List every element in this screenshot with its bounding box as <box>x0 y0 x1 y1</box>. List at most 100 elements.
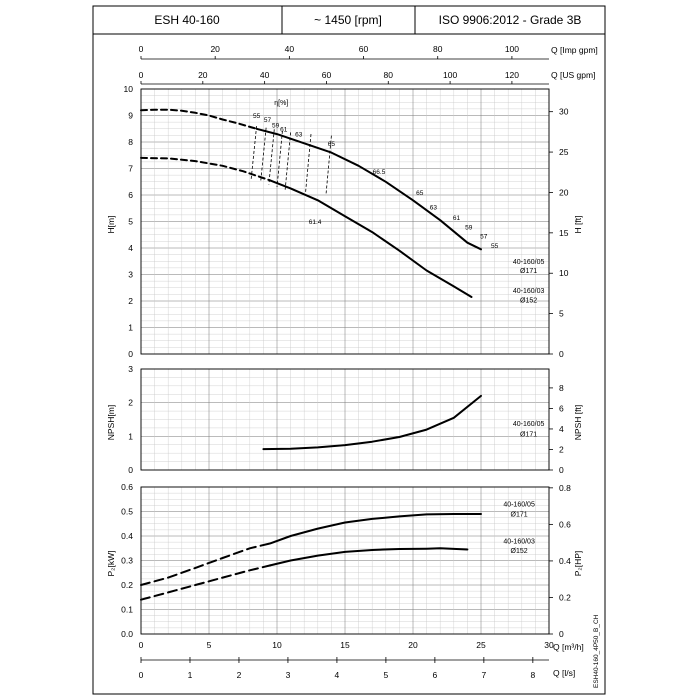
sheet-border <box>92 5 606 695</box>
ls-tick-label: 5 <box>384 670 389 680</box>
y-tick-label-left: 0.1 <box>121 605 133 615</box>
npsh-curve-label: 40-160/05 <box>513 421 545 428</box>
power-curve-1 <box>269 547 469 567</box>
efficiency-axis-label: η[%] <box>274 100 288 107</box>
y-tick-label-right: 0.6 <box>559 519 571 529</box>
head-curve-dashed-0 <box>140 108 258 130</box>
us-tick-label: 60 <box>322 70 332 80</box>
y-tick-label-left: 0 <box>128 349 133 359</box>
efficiency-iso-4 <box>284 132 291 190</box>
y-axis-label-right: NPSH [ft] <box>573 405 583 440</box>
m3h-axis-label: Q [m³/h] <box>553 642 584 652</box>
y-tick-label-right: 0 <box>559 629 564 639</box>
panel-head <box>140 88 553 355</box>
efficiency-iso-1 <box>260 127 267 182</box>
efficiency-iso-0 <box>250 126 257 180</box>
efficiency-label: 61 <box>453 215 461 222</box>
y-tick-label-left: 6 <box>128 190 133 200</box>
y-tick-label-right: 15 <box>559 228 569 238</box>
imp-tick-label: 0 <box>139 44 144 54</box>
ls-tick-label: 8 <box>530 670 535 680</box>
y-tick-label-left: 1 <box>128 323 133 333</box>
ls-tick-label: 1 <box>188 670 193 680</box>
imp-tick-label: 40 <box>285 44 295 54</box>
efficiency-label: 55 <box>491 243 499 250</box>
us-tick-label: 100 <box>443 70 457 80</box>
curve-label-40-160-03: 40-160/03 <box>513 288 545 295</box>
y-tick-label-right: 0 <box>559 349 564 359</box>
curve-sub-40-160-03: Ø152 <box>520 297 537 304</box>
efficiency-label: 59 <box>272 122 280 129</box>
panel-power <box>140 486 553 635</box>
power-curve-dashed-1 <box>140 564 272 601</box>
us-tick-label: 80 <box>384 70 394 80</box>
ls-tick-label: 7 <box>481 670 486 680</box>
y-tick-label-left: 3 <box>128 270 133 280</box>
ls-tick-label: 6 <box>433 670 438 680</box>
curve-label-40-160-05: 40-160/05 <box>513 259 545 266</box>
m3h-tick-label: 25 <box>476 640 486 650</box>
y-tick-label-right: 2 <box>559 444 564 454</box>
efficiency-label: 61.4 <box>309 219 322 226</box>
y-tick-label-left: 1 <box>128 431 133 441</box>
y-tick-label-left: 0.2 <box>121 580 133 590</box>
head-curve-1 <box>269 179 473 298</box>
y-axis-label-left: H[m] <box>106 216 116 234</box>
efficiency-label: 59 <box>465 224 473 231</box>
npsh-curve <box>262 394 482 451</box>
y-tick-label-right: 0 <box>559 465 564 475</box>
efficiency-label: 57 <box>264 117 272 124</box>
npsh-curve-sub: Ø171 <box>520 431 537 438</box>
power-curve-label-40-160-05: 40-160/05 <box>503 502 535 509</box>
y-tick-label-right: 25 <box>559 147 569 157</box>
efficiency-label: 66.5 <box>373 169 386 176</box>
y-tick-label-right: 6 <box>559 403 564 413</box>
y-tick-label-right: 8 <box>559 383 564 393</box>
panel-npsh <box>140 368 553 471</box>
m3h-tick-label: 0 <box>139 640 144 650</box>
y-tick-label-left: 8 <box>128 137 133 147</box>
power-curve-dashed-0 <box>140 542 272 586</box>
m3h-tick-label: 30 <box>544 640 554 650</box>
efficiency-label: 65 <box>328 141 336 148</box>
y-tick-label-left: 0.5 <box>121 507 133 517</box>
y-tick-label-left: 3 <box>128 364 133 374</box>
power-curve-0 <box>269 513 482 545</box>
y-tick-label-left: 0.4 <box>121 531 133 541</box>
efficiency-label: 55 <box>253 113 261 120</box>
power-curve-label-40-160-03: 40-160/03 <box>503 538 535 545</box>
efficiency-label: 63 <box>430 205 438 212</box>
y-tick-label-left: 10 <box>124 84 134 94</box>
m3h-tick-label: 10 <box>272 640 282 650</box>
y-axis-label-left: P₂[kW] <box>106 551 116 577</box>
y-tick-label-right: 20 <box>559 187 569 197</box>
ls-tick-label: 0 <box>139 670 144 680</box>
y-tick-label-left: 7 <box>128 164 133 174</box>
m3h-tick-label: 15 <box>340 640 350 650</box>
us-tick-label: 20 <box>198 70 208 80</box>
y-tick-label-right: 0.8 <box>559 483 571 493</box>
efficiency-label: 63 <box>295 132 303 139</box>
chart-root: 0 20 40 60 80 100 Q [Imp gpm]0 20 40 60 80 100 120 Q … <box>106 44 598 680</box>
y-tick-label-left: 2 <box>128 398 133 408</box>
y-tick-label-right: 0.4 <box>559 556 571 566</box>
y-tick-label-right: 30 <box>559 107 569 117</box>
imp-tick-label: 80 <box>433 44 443 54</box>
plot-frame <box>140 88 550 355</box>
m3h-tick-label: 5 <box>207 640 212 650</box>
us-tick-label: 0 <box>139 70 144 80</box>
imp-tick-label: 100 <box>505 44 519 54</box>
y-tick-label-right: 4 <box>559 424 564 434</box>
y-tick-label-left: 2 <box>128 296 133 306</box>
y-tick-label-right: 5 <box>559 309 564 319</box>
m3h-tick-label: 20 <box>408 640 418 650</box>
us-tick-label: 120 <box>505 70 519 80</box>
y-tick-label-left: 0.3 <box>121 556 133 566</box>
y-tick-label-left: 0.6 <box>121 482 133 492</box>
header-model: ESH 40-160 <box>154 13 220 27</box>
ls-axis-label: Q [l/s] <box>553 668 575 678</box>
y-axis-label-right: H [ft] <box>573 216 583 234</box>
y-tick-label-left: 5 <box>128 217 133 227</box>
us-axis-label: Q [US gpm] <box>551 70 595 80</box>
y-axis-label-left: NPSH[m] <box>106 405 116 440</box>
